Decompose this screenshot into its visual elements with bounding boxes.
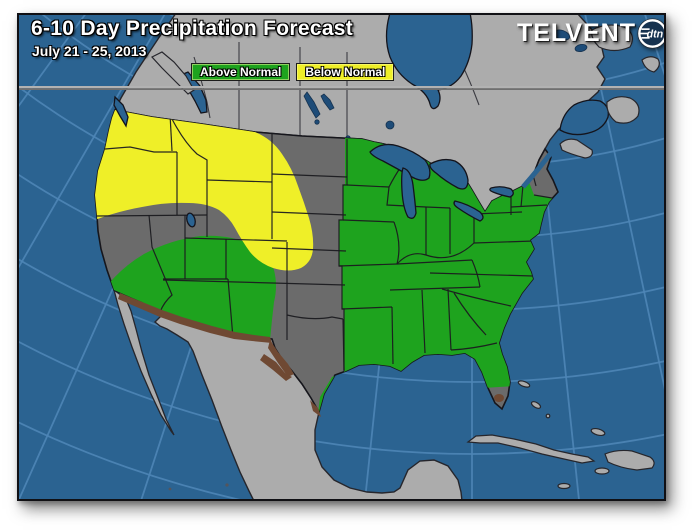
legend-above-normal: Above Normal xyxy=(191,63,291,81)
st-lawrence-river xyxy=(521,133,565,189)
lake-erie xyxy=(453,200,484,222)
legend-below-normal: Below Normal xyxy=(296,63,395,81)
lake-huron xyxy=(429,158,469,190)
state-borders xyxy=(96,113,553,371)
cuba xyxy=(466,434,596,464)
lakes xyxy=(113,15,609,228)
bahamas-2 xyxy=(530,401,542,409)
islands xyxy=(151,24,660,491)
bahamas-1 xyxy=(517,380,531,388)
border-terrain xyxy=(118,293,504,417)
dtn-badge-icon: dtn xyxy=(637,18,664,49)
jamaica xyxy=(594,467,610,475)
forecast-map-frame: 6-10 Day Precipitation Forecast July 21 … xyxy=(17,13,666,501)
lake-michigan xyxy=(401,167,417,219)
great-salt-lake xyxy=(186,212,196,228)
dtn-badge-text: dtn xyxy=(647,28,664,40)
date-range: July 21 - 25, 2013 xyxy=(32,43,147,59)
hispaniola xyxy=(604,449,655,471)
lake-superior xyxy=(369,143,431,181)
region-below-normal-northwest xyxy=(95,110,314,271)
bahamas-3 xyxy=(590,427,606,437)
arctic-island-2 xyxy=(641,56,660,73)
legend: Above Normal Below Normal xyxy=(191,63,395,81)
puget-sound xyxy=(113,95,129,128)
cayman xyxy=(557,482,571,490)
page-title: 6-10 Day Precipitation Forecast xyxy=(31,17,354,40)
lake-ontario xyxy=(489,186,514,198)
baja-california xyxy=(112,288,175,436)
brand-name: TELVENT xyxy=(516,19,636,47)
brand-logo: TELVENT dtn xyxy=(516,18,664,49)
nova-scotia xyxy=(559,138,593,159)
hudson-bay xyxy=(385,15,473,110)
header-divider xyxy=(19,86,664,90)
newfoundland xyxy=(606,96,640,124)
arctic-island-1 xyxy=(591,24,634,52)
forecast-map xyxy=(19,15,664,499)
